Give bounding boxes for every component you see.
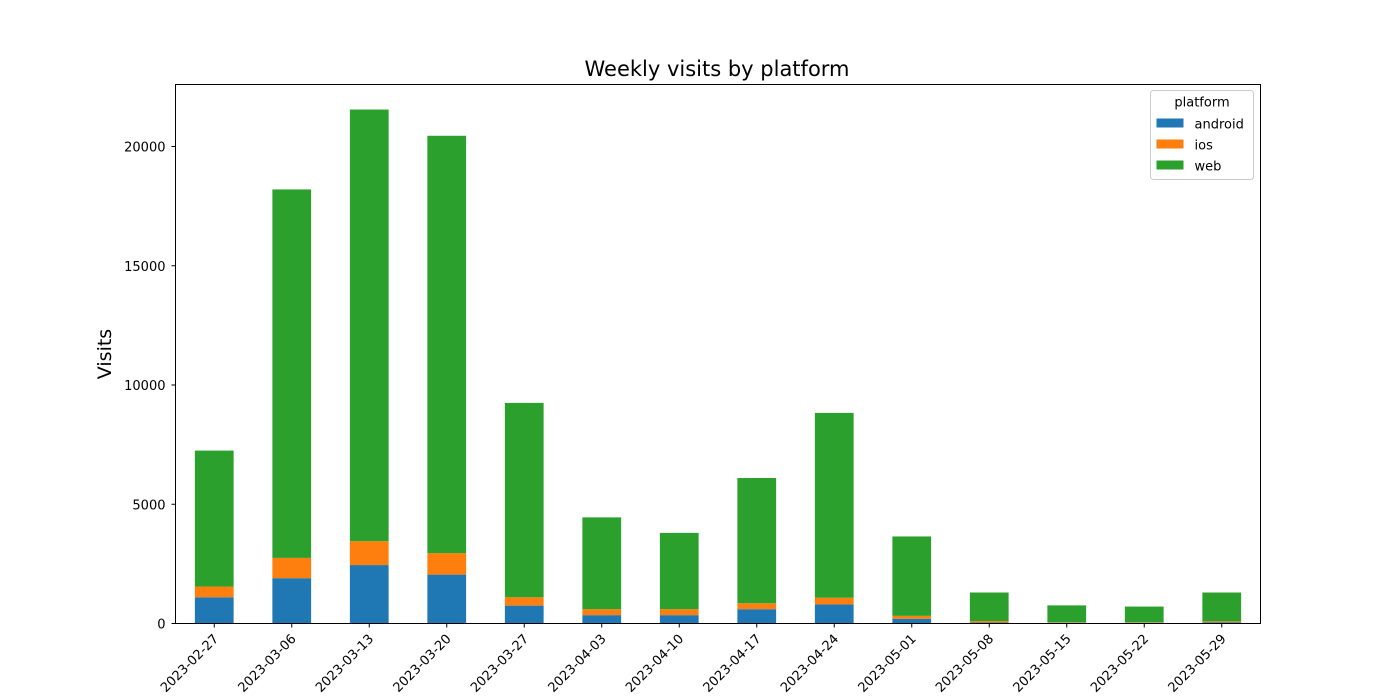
x-tick-label: 2023-03-13 — [313, 632, 377, 696]
y-tick-label: 20000 — [124, 141, 165, 156]
bar-web-2023-03-13 — [349, 109, 389, 542]
x-axis-ticks: 2023-02-27 2023-03-06 2023-03-13 2023-03-20… — [158, 623, 1230, 696]
bar-ios-2023-05-08 — [969, 621, 1009, 623]
x-tick-label: 2023-03-27 — [468, 632, 532, 696]
bar-web-2023-02-27 — [194, 450, 234, 587]
bar-android-2023-03-20 — [427, 574, 467, 624]
bar-web-2023-05-01 — [892, 536, 932, 616]
x-tick-label: 2023-05-29 — [1166, 632, 1230, 696]
y-tick-label: 10000 — [124, 379, 165, 394]
bar-ios-2023-02-27 — [194, 586, 234, 598]
x-tick-label: 2023-05-22 — [1088, 632, 1152, 696]
x-tick-label: 2023-04-10 — [623, 632, 687, 696]
chart-title: Weekly visits by platform — [584, 57, 849, 81]
plot-area-frame — [175, 84, 1261, 624]
x-tick-label: 2023-04-24 — [778, 632, 842, 696]
bar-web-2023-04-10 — [659, 532, 699, 610]
bar-web-2023-05-22 — [1124, 606, 1164, 623]
bar-android-2023-04-10 — [659, 615, 699, 624]
bars-group — [194, 109, 1242, 624]
legend-title: platform — [1174, 96, 1229, 111]
bar-ios-2023-04-24 — [814, 597, 854, 605]
bar-ios-2023-05-29 — [1202, 621, 1242, 623]
bar-android-2023-02-27 — [194, 597, 234, 624]
bar-web-2023-03-27 — [504, 402, 544, 598]
bar-ios-2023-03-13 — [349, 541, 389, 566]
bar-android-2023-04-24 — [814, 604, 854, 624]
legend-swatch-web — [1156, 160, 1184, 170]
x-tick-label: 2023-03-20 — [391, 632, 455, 696]
legend-label-android: android — [1195, 118, 1244, 133]
bar-web-2023-04-17 — [737, 478, 777, 604]
bar-android-2023-05-01 — [892, 618, 932, 624]
bar-android-2023-03-13 — [349, 565, 389, 624]
bar-android-2023-04-17 — [737, 609, 777, 624]
bar-ios-2023-04-10 — [659, 609, 699, 616]
legend-swatch-ios — [1156, 139, 1184, 149]
bar-ios-2023-03-20 — [427, 553, 467, 575]
x-tick-label: 2023-04-03 — [546, 632, 610, 696]
bar-ios-2023-03-27 — [504, 597, 544, 606]
legend-label-ios: ios — [1195, 139, 1214, 154]
x-tick-label: 2023-03-06 — [236, 632, 300, 696]
x-tick-label: 2023-02-27 — [158, 632, 222, 696]
x-tick-label: 2023-05-08 — [933, 632, 997, 696]
bar-web-2023-03-20 — [427, 135, 467, 554]
x-tick-label: 2023-05-15 — [1011, 632, 1075, 696]
bar-android-2023-04-03 — [582, 615, 622, 624]
legend-swatch-android — [1156, 118, 1184, 128]
bar-web-2023-03-06 — [272, 189, 312, 558]
y-tick-label: 5000 — [132, 498, 165, 513]
legend-box — [1150, 90, 1254, 180]
bar-ios-2023-04-03 — [582, 609, 622, 616]
bar-web-2023-05-15 — [1047, 605, 1087, 623]
y-tick-label: 0 — [157, 618, 165, 633]
y-axis-label: Visits — [94, 329, 116, 379]
bar-web-2023-04-24 — [814, 412, 854, 598]
bar-web-2023-05-29 — [1202, 592, 1242, 622]
legend-label-web: web — [1195, 160, 1222, 175]
y-axis-ticks: 0 5000 10000 15000 20000 — [124, 141, 176, 633]
legend: platform android ios web — [1150, 90, 1254, 180]
bar-android-2023-03-06 — [272, 578, 312, 624]
bar-android-2023-03-27 — [504, 605, 544, 624]
bar-ios-2023-03-06 — [272, 557, 312, 579]
bar-ios-2023-04-17 — [737, 603, 777, 610]
x-tick-label: 2023-04-17 — [701, 632, 765, 696]
bar-android-2023-05-29 — [1202, 622, 1242, 624]
y-tick-label: 15000 — [124, 260, 165, 275]
bar-ios-2023-05-01 — [892, 615, 932, 619]
bar-web-2023-04-03 — [582, 517, 622, 610]
x-tick-label: 2023-05-01 — [856, 632, 920, 696]
bar-web-2023-05-08 — [969, 592, 1009, 622]
